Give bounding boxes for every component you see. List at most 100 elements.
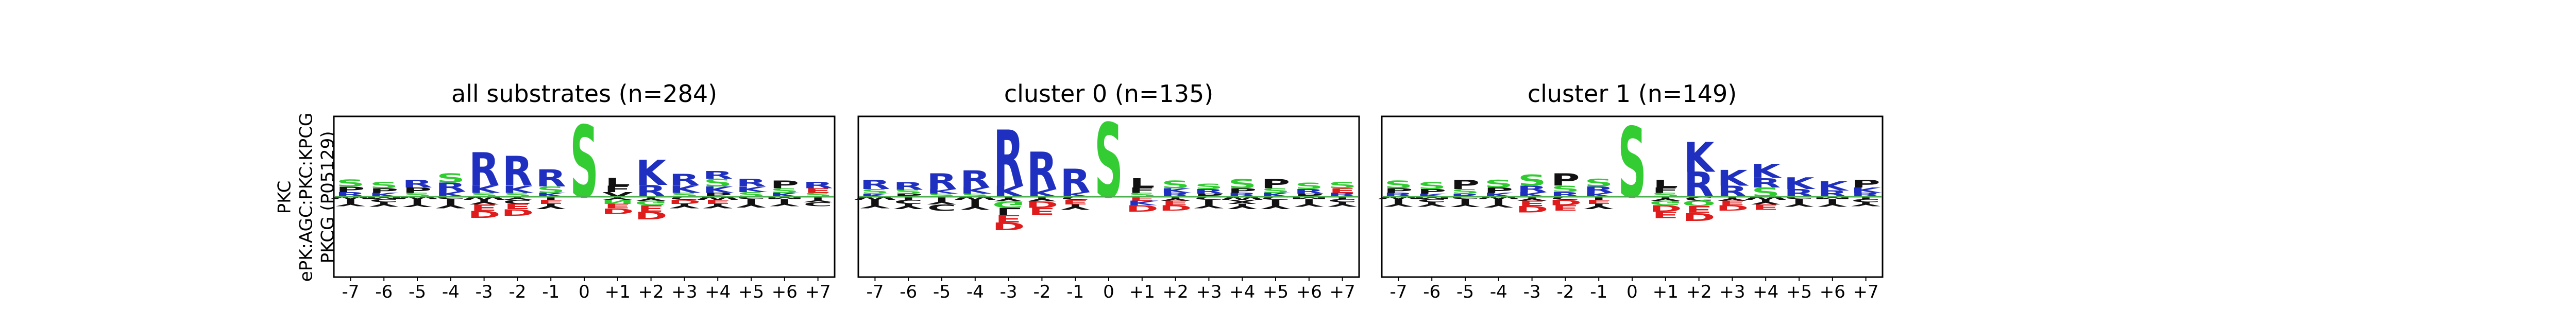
logo-letter-C: C: [1451, 196, 1480, 200]
logo-letter-D-letter: D: [1716, 203, 1749, 212]
logo-letter-Y-letter: Y: [1584, 202, 1614, 211]
logo-letter-P-letter: P: [770, 178, 799, 191]
logo-letter-R-letter: R: [469, 144, 499, 196]
logo-letter-Y-letter: Y: [1818, 201, 1848, 209]
logo-letter-P-letter: P: [1551, 170, 1580, 190]
logo-letter-R: R: [1517, 184, 1547, 194]
logo-letter-L: L: [605, 176, 630, 188]
logo-letter-K-letter: K: [1127, 199, 1159, 207]
logo-letter-P: P: [336, 185, 365, 194]
logo-letter-K-letter: K: [1684, 134, 1716, 181]
logo-letter-R-letter: R: [1684, 165, 1714, 205]
logo-letter-P-letter: P: [1484, 186, 1513, 195]
logo-letter-Y-letter: Y: [1060, 203, 1090, 212]
x-tick-label: -4: [1490, 282, 1507, 302]
logo-letter-I-letter: I: [810, 196, 825, 200]
logo-letter-C: C: [436, 196, 465, 200]
logo-letter-S-letter: S: [1328, 180, 1357, 190]
logo-letter-D-letter: D: [1026, 199, 1059, 209]
logo-letter-R: R: [402, 178, 432, 190]
logo-letter-R-letter: R: [1450, 193, 1480, 198]
logo-letter-W-letter: W: [1744, 196, 1788, 201]
logo-letter-P: P: [1228, 187, 1257, 195]
logo-letter-Y: Y: [469, 198, 499, 206]
logo-letter-Y-letter: Y: [1383, 201, 1414, 209]
x-tick-label: +3: [1719, 282, 1745, 302]
logo-letter-C-letter: C: [1261, 196, 1290, 201]
logo-letter-M: M: [1412, 196, 1451, 200]
logo-letter-K: K: [669, 183, 702, 195]
logo-letter-Y: Y: [1417, 201, 1447, 209]
logo-letter-W-letter: W: [329, 196, 372, 200]
logo-letter-Y: Y: [1327, 201, 1358, 209]
logo-letter-Y-letter: Y: [736, 200, 766, 209]
logo-letter-F: F: [1652, 186, 1679, 195]
logo-letter-S-letter: S: [1094, 103, 1123, 221]
logo-letter-S: S: [927, 193, 956, 198]
logo-letter-C-letter: C: [1451, 196, 1480, 200]
logo-letter-D: D: [1649, 203, 1682, 213]
x-tick-label: +3: [1196, 282, 1222, 302]
logo-letter-P-letter: P: [403, 186, 432, 195]
logo-letter-C-letter: C: [1061, 196, 1090, 201]
logo-letter-C: C: [1851, 198, 1880, 203]
logo-letter-S: S: [1551, 184, 1580, 194]
logo-letter-K: K: [1160, 187, 1193, 195]
logo-letter-P-letter: P: [1417, 187, 1446, 195]
logo-letter-R-letter: R: [435, 180, 466, 194]
x-tick-label: +6: [1820, 282, 1845, 302]
logo-letter-P: P: [1484, 186, 1513, 195]
logo-letter-M-letter: M: [1813, 196, 1852, 200]
logo-letter-D-letter: D: [668, 199, 701, 205]
logo-letter-P-letter: P: [1451, 177, 1480, 192]
logo-letter-I-letter: I: [410, 198, 425, 204]
logo-letter-L: L: [996, 205, 1021, 217]
logo-letter-D-letter: D: [601, 207, 634, 215]
logo-letter-C: C: [369, 198, 398, 203]
logo-letter-R: R: [435, 180, 466, 194]
logo-letter-I: I: [868, 199, 883, 205]
logo-letter-K: K: [1817, 179, 1849, 194]
logo-letter-R-letter: R: [993, 114, 1024, 204]
logo-letter-E-letter: E: [1329, 187, 1355, 195]
logo-letter-S-letter: S: [927, 193, 956, 198]
logo-letter-Y-letter: Y: [960, 203, 990, 212]
logo-letter-P: P: [1417, 187, 1446, 195]
logo-letter-I: I: [935, 196, 950, 201]
logo-letter-R-letter: R: [536, 164, 566, 192]
logo-letter-I: I: [1302, 198, 1317, 203]
logo-letter-D-letter: D: [1159, 203, 1192, 212]
x-tick-label: -7: [1389, 282, 1407, 302]
logo-letter-Y-letter: Y: [1261, 202, 1291, 211]
logo-letter-G: G: [992, 199, 1025, 209]
logo-letter-K-letter: K: [669, 183, 702, 195]
logo-letter-Y-letter: Y: [536, 202, 566, 211]
logo-letter-C-letter: C: [927, 202, 956, 212]
logo-letter-I: I: [410, 198, 425, 204]
logo-letter-R-letter: R: [926, 169, 957, 194]
logo-letter-P: P: [403, 186, 432, 195]
logo-letter-E-letter: E: [804, 187, 831, 195]
logo-letter-P: P: [1451, 177, 1480, 192]
logo-letter-Y: Y: [803, 198, 833, 203]
logo-letter-F: F: [604, 184, 631, 194]
logo-letter-K-letter: K: [702, 185, 734, 195]
logo-letter-C-letter: C: [1194, 196, 1223, 201]
logo-letter-Y: Y: [703, 202, 733, 210]
logo-letter-Y: Y: [736, 200, 766, 209]
logo-letter-E-letter: E: [995, 212, 1022, 225]
logo-letter-R: R: [1027, 142, 1057, 202]
logo-letter-P: P: [770, 178, 799, 191]
logo-letter-R: R: [469, 144, 499, 196]
logo-letter-R: R: [536, 164, 566, 192]
logo-letter-I-letter: I: [744, 198, 759, 203]
logo-letter-M-letter: M: [765, 196, 804, 200]
logo-letter-Y-letter: Y: [1327, 201, 1358, 209]
x-tick-label: -2: [509, 282, 526, 302]
logo-letter-D: D: [601, 207, 634, 215]
logo-letter-L-letter: L: [996, 205, 1021, 217]
logo-letter-Q-letter: Q: [1682, 199, 1716, 208]
logo-letter-G: G: [635, 199, 667, 207]
x-tick-label: +2: [638, 282, 664, 302]
logo-letter-D: D: [1516, 204, 1549, 214]
